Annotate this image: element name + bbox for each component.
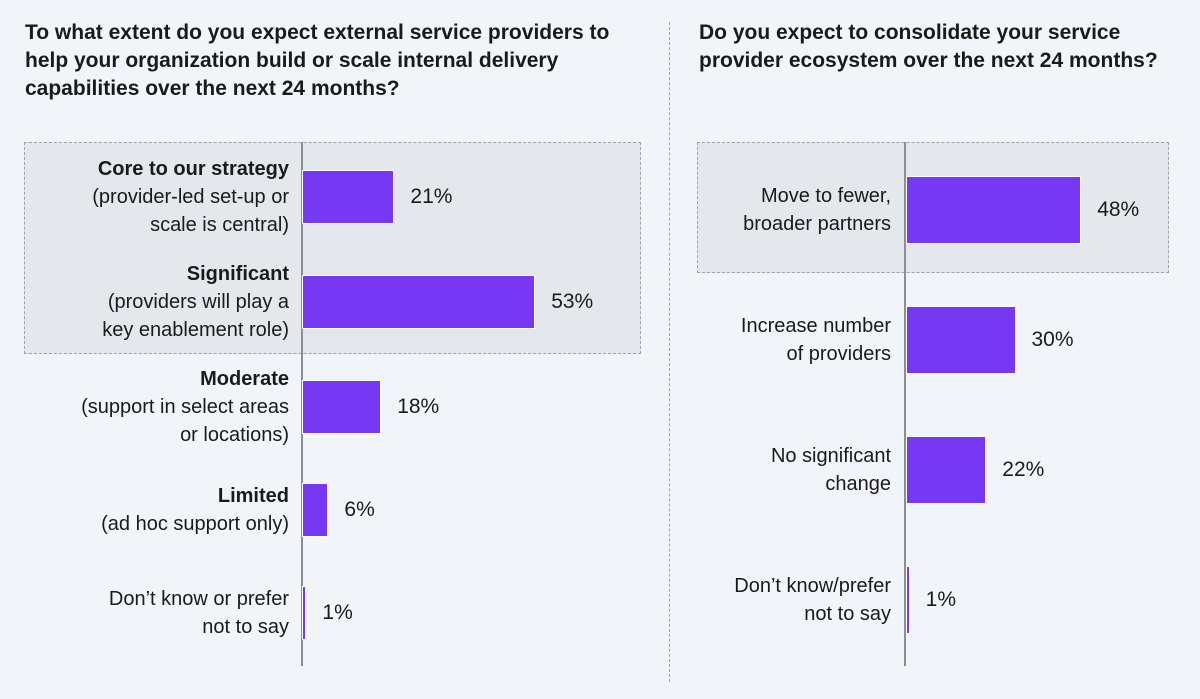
chart-right-axis: [904, 142, 906, 666]
bar-value-label: 48%: [1097, 198, 1140, 221]
category-label: Move to fewer, broader partners: [691, 182, 891, 238]
category-label: Don’t know or prefer not to say: [19, 585, 289, 641]
bar: [302, 275, 536, 329]
bar-value-label: 53%: [551, 290, 594, 313]
chart-left-title: To what extent do you expect external se…: [25, 21, 610, 100]
chart-right-title: Do you expect to consolidate your servic…: [699, 21, 1158, 72]
bar-value-label: 1%: [322, 601, 353, 624]
category-title: Limited: [217, 485, 289, 507]
category-title: Core to our strategy: [97, 158, 289, 180]
category-label: Increase number of providers: [691, 312, 891, 368]
bar-value-label: 22%: [1002, 458, 1045, 481]
bar: [302, 483, 329, 537]
category-subtitle: (support in select areas or locations): [81, 396, 289, 446]
category-subtitle: (ad hoc support only): [101, 513, 289, 535]
bar-value-label: 21%: [410, 185, 453, 208]
bar-value-label: 6%: [344, 498, 375, 521]
category-title: Significant: [186, 263, 289, 285]
category-label: No significant change: [691, 442, 891, 498]
bar-value-label: 30%: [1031, 328, 1074, 351]
category-subtitle: Move to fewer, broader partners: [743, 185, 891, 235]
category-subtitle: Increase number of providers: [740, 315, 891, 365]
category-subtitle: Don’t know/prefer not to say: [734, 575, 891, 625]
category-subtitle: Don’t know or prefer not to say: [108, 588, 289, 638]
category-title: Moderate: [200, 368, 289, 390]
bar-value-label: 18%: [397, 395, 440, 418]
bar: [906, 566, 910, 634]
category-label: Moderate (support in select areas or loca…: [19, 365, 289, 449]
category-label: Core to our strategy (provider-led set-up…: [19, 155, 289, 239]
bar: [302, 170, 395, 224]
chart-left: To what extent do you expect external se…: [19, 21, 641, 666]
category-subtitle: (providers will play a key enablement ro…: [102, 291, 289, 341]
category-label: Significant (providers will play a key en…: [19, 260, 289, 344]
category-subtitle: No significant change: [770, 445, 891, 495]
chart-right: Do you expect to consolidate your servic…: [672, 0, 1200, 699]
category-subtitle: (provider-led set-up or scale is central…: [92, 186, 289, 236]
bar: [302, 380, 382, 434]
bar: [302, 586, 307, 640]
bar: [906, 306, 1016, 374]
bar-value-label: 1%: [925, 588, 956, 611]
category-label: Limited (ad hoc support only): [19, 482, 289, 538]
bar: [906, 176, 1082, 244]
panel-divider: [669, 22, 670, 682]
bar: [906, 436, 987, 504]
category-label: Don’t know/prefer not to say: [691, 572, 891, 628]
